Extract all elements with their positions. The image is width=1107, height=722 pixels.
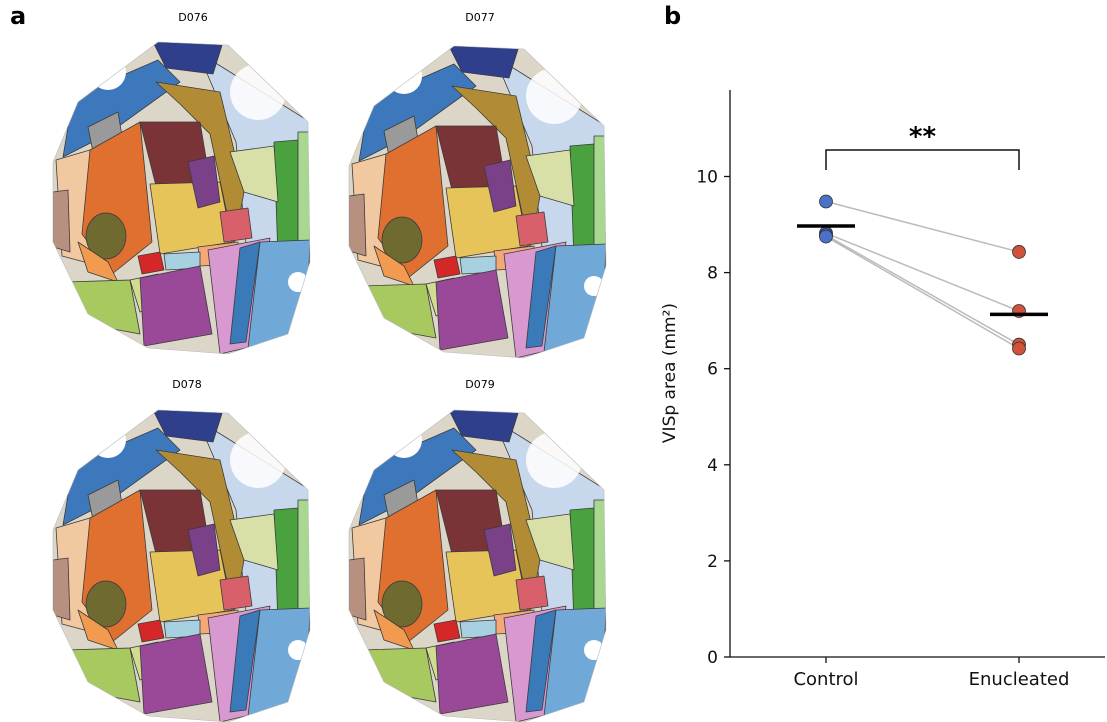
y-tick-label: 6 [707,360,718,380]
panel-label: b [664,2,681,30]
y-tick-label: 8 [707,264,718,284]
pair-line [825,232,1020,312]
brain-map [48,42,310,354]
significance-bracket [825,149,1020,170]
data-point [819,194,833,209]
map-title: D076 [178,11,207,24]
x-tick-label: Enucleated [969,669,1070,690]
panel-label: a [10,2,26,30]
y-tick-label: 2 [707,552,718,572]
y-tick-label: 0 [707,648,718,668]
brain-map [48,410,310,722]
data-point [819,229,833,244]
map-title: D077 [465,11,494,24]
significance-label: ** [909,122,937,152]
pair-line [825,234,1020,346]
y-axis-label: VISp area (mm²) [660,303,680,443]
data-point [1012,341,1026,356]
brain-map [344,46,606,358]
y-tick-label: 4 [707,456,718,476]
map-title: D079 [465,378,494,391]
data-point [1012,245,1026,259]
y-tick-label: 10 [696,167,718,187]
brain-map [344,410,606,722]
pair-line [825,235,1020,350]
x-tick-label: Control [793,669,858,690]
map-title: D078 [172,378,201,391]
pair-line [825,200,1020,253]
